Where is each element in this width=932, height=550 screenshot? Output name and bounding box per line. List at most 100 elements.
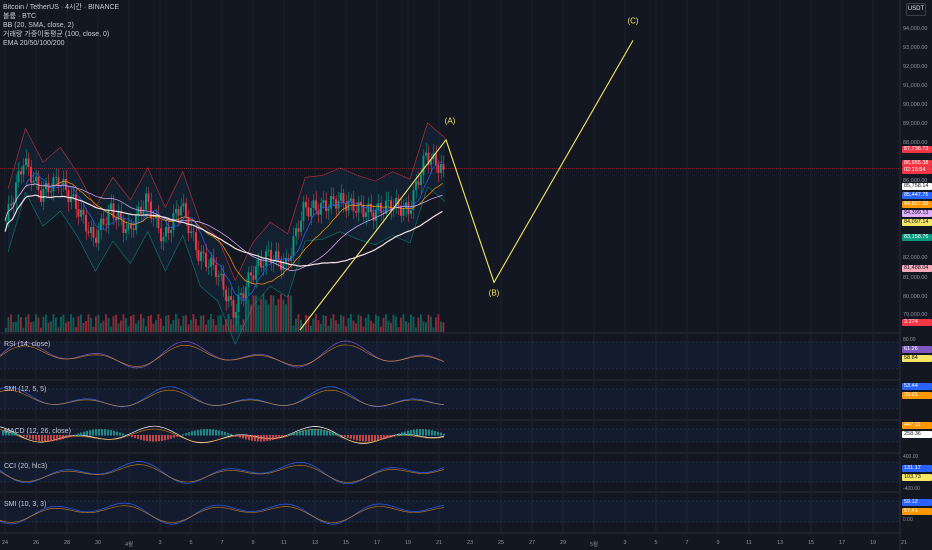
volume-bar bbox=[45, 314, 47, 332]
macd-histogram-bar bbox=[437, 431, 439, 436]
candle-body bbox=[300, 220, 302, 232]
cci-axis-top: 400.00 bbox=[903, 454, 919, 460]
volume-bar bbox=[442, 322, 445, 332]
candle-body bbox=[277, 251, 280, 261]
date-tick: 4월 bbox=[124, 542, 134, 548]
candle-body bbox=[27, 158, 30, 167]
volume-bar bbox=[100, 323, 102, 332]
candle-body bbox=[340, 193, 342, 201]
volume-bar bbox=[352, 320, 355, 332]
volume-bar bbox=[192, 314, 195, 332]
macd-histogram-bar bbox=[425, 429, 427, 436]
oscillator-signal bbox=[0, 505, 445, 524]
candle-body bbox=[97, 230, 100, 243]
candle-body bbox=[67, 190, 70, 203]
pane-label-smi1[interactable]: SMI (12, 5, 5) bbox=[4, 386, 47, 393]
volume-bar bbox=[42, 316, 45, 332]
wave-label-c[interactable]: (C) bbox=[627, 16, 639, 26]
volume-bar bbox=[32, 321, 35, 332]
legend-symbol[interactable]: Bitcoin / TetherUS · 4시간 · BINANCE bbox=[3, 4, 120, 11]
candle-body bbox=[132, 228, 135, 231]
macd-histogram-bar bbox=[236, 435, 238, 437]
volume-bar bbox=[82, 322, 85, 332]
date-tick: 3 bbox=[158, 540, 162, 546]
candle-body bbox=[357, 201, 360, 213]
macd-histogram-bar bbox=[188, 432, 190, 436]
macd-histogram-bar bbox=[38, 435, 40, 441]
macd-histogram-bar bbox=[353, 435, 355, 440]
candle-body bbox=[145, 193, 147, 210]
volume-bar bbox=[97, 314, 100, 332]
volume-bar bbox=[102, 320, 105, 332]
candle-body bbox=[87, 231, 90, 233]
macd-histogram-bar bbox=[98, 429, 100, 436]
candle-body bbox=[297, 228, 300, 232]
candle-body bbox=[260, 259, 262, 268]
macd-histogram-bar bbox=[434, 430, 436, 436]
date-tick: 21 bbox=[435, 540, 443, 546]
candle-body bbox=[295, 228, 297, 237]
volume-bar bbox=[135, 323, 137, 332]
price-axis-label: 88,000.00 bbox=[903, 140, 928, 146]
macd-histogram-bar bbox=[104, 429, 106, 436]
volume-bar bbox=[205, 324, 207, 332]
candle-body bbox=[5, 220, 7, 222]
volume-bar bbox=[155, 320, 157, 332]
volume-bar bbox=[415, 327, 417, 332]
volume-bar bbox=[230, 319, 232, 332]
macd-histogram-bar bbox=[281, 435, 283, 438]
volume-bar bbox=[200, 315, 202, 332]
volume-bar bbox=[257, 305, 260, 332]
macd-histogram-bar bbox=[17, 434, 19, 436]
wave-label-a[interactable]: (A) bbox=[444, 116, 456, 126]
volume-bar bbox=[10, 314, 12, 332]
macd-histogram-bar bbox=[254, 435, 256, 442]
candle-body bbox=[200, 251, 202, 262]
macd-histogram-bar bbox=[206, 429, 208, 436]
pane-label-rsi[interactable]: RSI (14, close) bbox=[4, 341, 51, 348]
macd-histogram-bar bbox=[86, 430, 88, 436]
volume-bar bbox=[105, 314, 107, 332]
volume-bar bbox=[15, 321, 17, 332]
volume-bar bbox=[307, 315, 310, 332]
candle-body bbox=[197, 250, 200, 262]
wave-label-b[interactable]: (B) bbox=[488, 288, 500, 298]
volume-bar bbox=[5, 328, 7, 332]
price-tag-ema200: 84,097.14 bbox=[902, 219, 932, 226]
candle-body bbox=[102, 218, 105, 225]
date-tick: 15 bbox=[807, 540, 815, 546]
volume-bar bbox=[412, 316, 415, 332]
volume-bar bbox=[370, 320, 372, 332]
pane-label-smi2[interactable]: SMI (10, 3, 3) bbox=[4, 501, 47, 508]
currency-button[interactable]: USDT bbox=[906, 3, 926, 16]
macd-histogram-bar bbox=[224, 431, 226, 436]
volume-bar bbox=[70, 314, 72, 332]
macd-histogram-bar bbox=[440, 432, 442, 436]
legend-bb[interactable]: BB (20, SMA, close, 2) bbox=[3, 22, 74, 29]
pane-label-cci[interactable]: CCI (20, hlc3) bbox=[4, 463, 48, 470]
legend-ema[interactable]: EMA 20/50/100/200 bbox=[3, 40, 65, 47]
volume-bar bbox=[222, 324, 225, 332]
macd-histogram-bar bbox=[299, 430, 301, 436]
volume-bar bbox=[312, 318, 315, 332]
legend-volume[interactable]: 볼륨 · BTC bbox=[3, 13, 37, 20]
candle-body bbox=[375, 209, 377, 221]
indicator-legend: Bitcoin / TetherUS · 4시간 · BINANCE 볼륨 · … bbox=[3, 3, 119, 48]
candle-body bbox=[235, 311, 237, 318]
volume-bar bbox=[422, 321, 425, 332]
volume-bar bbox=[427, 314, 430, 332]
volume-bar bbox=[420, 314, 422, 332]
macd-histogram-bar bbox=[158, 435, 160, 442]
pane-label-macd[interactable]: MACD (12, 26, close) bbox=[4, 428, 71, 435]
volume-bar bbox=[267, 304, 270, 332]
candle-body bbox=[117, 211, 120, 221]
volume-bar bbox=[12, 322, 15, 332]
macd-histogram-bar bbox=[311, 429, 313, 436]
candle-body bbox=[185, 203, 187, 218]
macd-histogram-bar bbox=[74, 434, 76, 436]
legend-vwma[interactable]: 거래량 가중이동평균 (100, close, 0) bbox=[3, 31, 110, 38]
elliott-projection-line bbox=[299, 40, 634, 331]
volume-bar bbox=[62, 314, 65, 332]
